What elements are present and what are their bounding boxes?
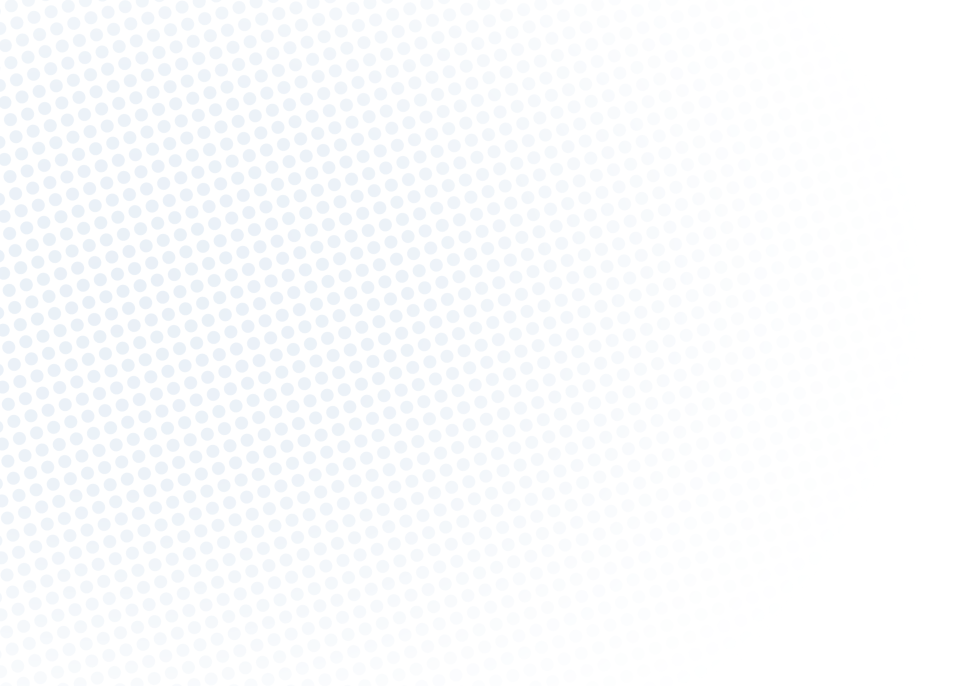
dot-pattern-layer: [0, 0, 970, 686]
halftone-dot-background: [0, 0, 970, 686]
